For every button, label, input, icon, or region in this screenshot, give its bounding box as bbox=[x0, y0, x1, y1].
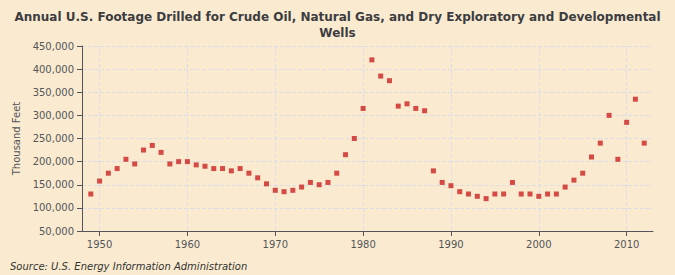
svg-text:1960: 1960 bbox=[175, 239, 200, 250]
svg-text:Thousand Feet: Thousand Feet bbox=[11, 102, 22, 177]
svg-text:1950: 1950 bbox=[87, 239, 112, 250]
svg-text:2010: 2010 bbox=[614, 239, 639, 250]
svg-text:50,000: 50,000 bbox=[39, 226, 74, 237]
svg-text:1990: 1990 bbox=[438, 239, 463, 250]
svg-text:400,000: 400,000 bbox=[33, 64, 74, 75]
svg-text:200,000: 200,000 bbox=[33, 156, 74, 167]
svg-text:Annual U.S. Footage Drilled fo: Annual U.S. Footage Drilled for Crude Oi… bbox=[14, 10, 660, 24]
svg-text:300,000: 300,000 bbox=[33, 110, 74, 121]
svg-text:350,000: 350,000 bbox=[33, 87, 74, 98]
svg-text:2000: 2000 bbox=[526, 239, 551, 250]
svg-text:Source: U.S. Energy Informatio: Source: U.S. Energy Information Administ… bbox=[10, 261, 247, 272]
svg-text:1980: 1980 bbox=[350, 239, 375, 250]
svg-text:250,000: 250,000 bbox=[33, 133, 74, 144]
svg-text:450,000: 450,000 bbox=[33, 41, 74, 52]
svg-text:Wells: Wells bbox=[319, 26, 355, 40]
svg-text:150,000: 150,000 bbox=[33, 179, 74, 190]
svg-text:100,000: 100,000 bbox=[33, 202, 74, 213]
svg-text:1970: 1970 bbox=[263, 239, 288, 250]
